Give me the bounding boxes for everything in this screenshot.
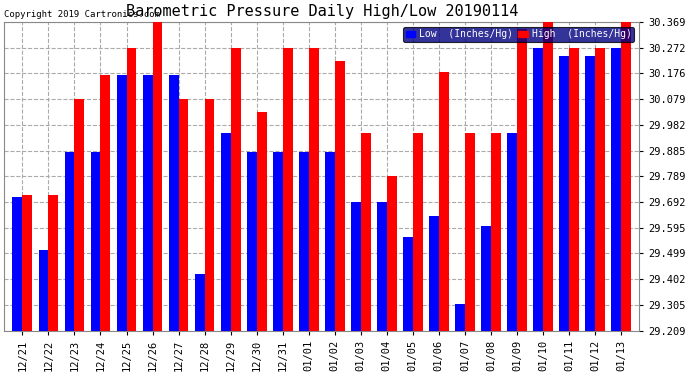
Bar <box>205 99 215 330</box>
Bar <box>48 195 59 330</box>
Bar <box>465 133 475 330</box>
Bar <box>387 176 397 330</box>
Bar <box>439 72 449 330</box>
Bar <box>533 48 543 330</box>
Bar <box>543 21 553 330</box>
Bar <box>455 304 465 330</box>
Bar <box>143 75 152 330</box>
Bar <box>22 195 32 330</box>
Bar <box>585 56 595 330</box>
Bar <box>283 48 293 330</box>
Bar <box>559 56 569 330</box>
Bar <box>101 75 110 330</box>
Bar <box>429 216 439 330</box>
Bar <box>152 21 162 330</box>
Bar <box>126 48 137 330</box>
Bar <box>221 133 230 330</box>
Text: Copyright 2019 Cartronics.com: Copyright 2019 Cartronics.com <box>4 10 160 19</box>
Bar <box>621 21 631 330</box>
Bar <box>491 133 501 330</box>
Bar <box>569 48 579 330</box>
Bar <box>39 251 48 330</box>
Bar <box>247 152 257 330</box>
Bar <box>403 237 413 330</box>
Bar <box>351 202 361 330</box>
Bar <box>90 152 101 330</box>
Bar <box>595 48 605 330</box>
Bar <box>273 152 283 330</box>
Bar <box>299 152 308 330</box>
Bar <box>335 62 344 330</box>
Bar <box>12 197 22 330</box>
Bar <box>481 226 491 330</box>
Bar <box>325 152 335 330</box>
Bar <box>117 75 126 330</box>
Bar <box>377 202 387 330</box>
Title: Barometric Pressure Daily High/Low 20190114: Barometric Pressure Daily High/Low 20190… <box>126 4 518 19</box>
Bar <box>168 75 179 330</box>
Bar <box>195 274 205 330</box>
Bar <box>611 48 621 330</box>
Bar <box>308 48 319 330</box>
Bar <box>65 152 75 330</box>
Bar <box>230 48 241 330</box>
Bar <box>507 133 517 330</box>
Bar <box>179 99 188 330</box>
Legend: Low  (Inches/Hg), High  (Inches/Hg): Low (Inches/Hg), High (Inches/Hg) <box>403 27 634 42</box>
Bar <box>75 99 84 330</box>
Bar <box>257 112 266 330</box>
Bar <box>413 133 423 330</box>
Bar <box>361 133 371 330</box>
Bar <box>517 30 527 330</box>
